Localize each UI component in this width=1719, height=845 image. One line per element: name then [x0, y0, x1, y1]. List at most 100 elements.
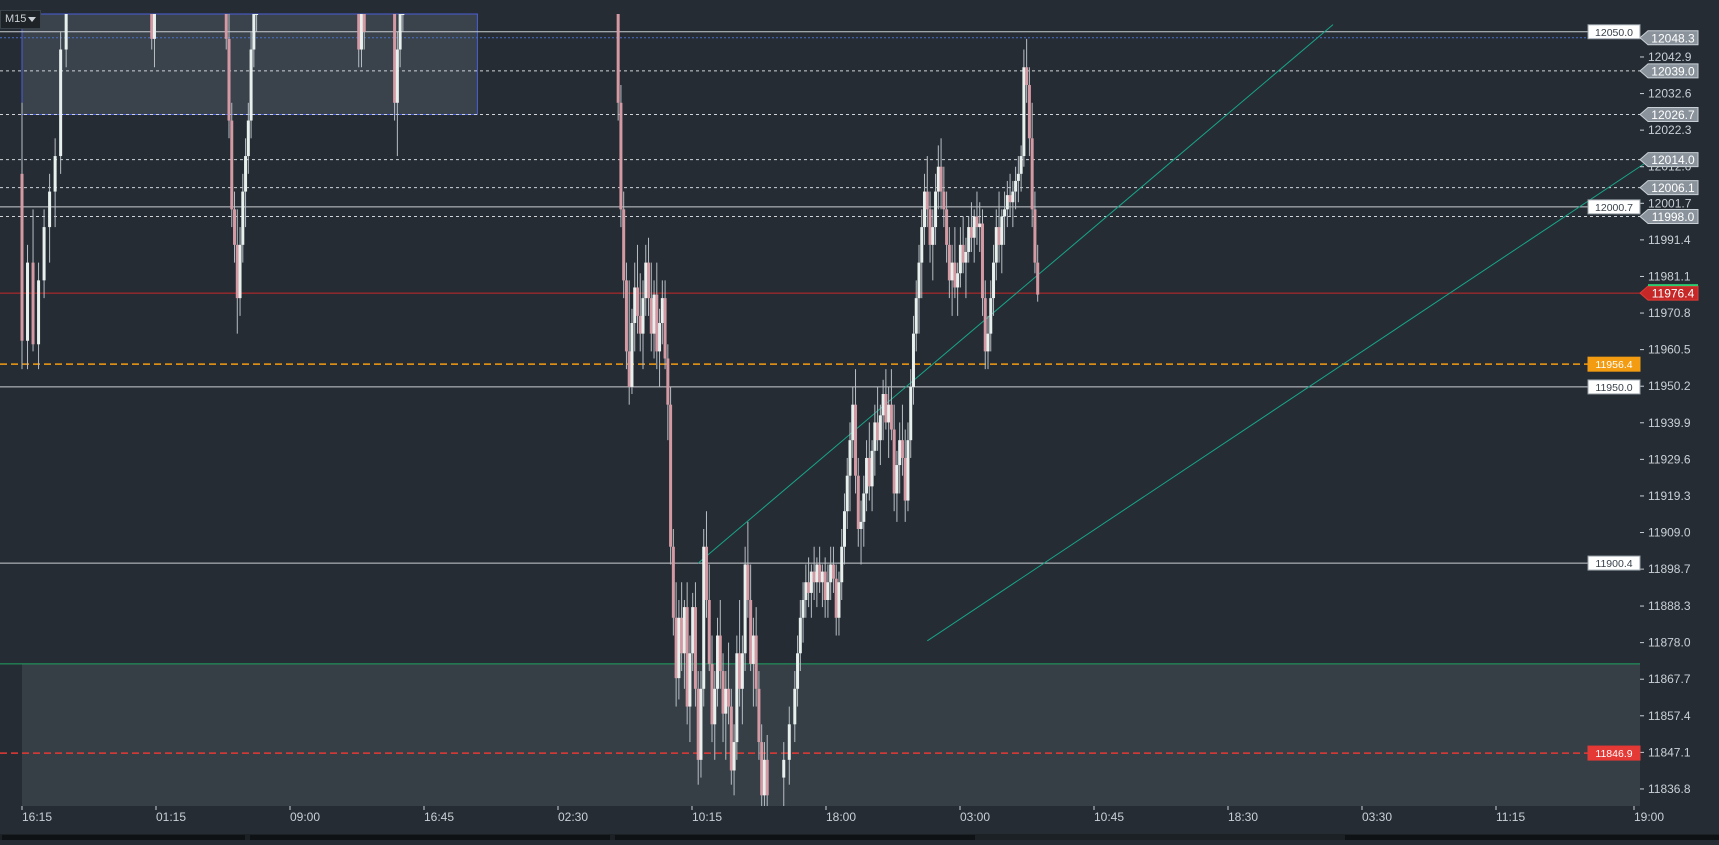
x-tick-label: 02:30 — [558, 810, 588, 824]
scrollbar-segment[interactable] — [2, 835, 245, 840]
candle-body — [765, 759, 769, 796]
candle-body — [255, 14, 259, 15]
candle-body — [826, 582, 830, 601]
candle-body — [851, 404, 855, 441]
level-label: 11950.0 — [1595, 382, 1632, 394]
scrollbar-segment[interactable] — [1345, 835, 1719, 840]
candle-body — [950, 262, 954, 281]
candle-body — [906, 440, 910, 501]
candle-body — [233, 209, 237, 245]
candle-body — [1027, 85, 1031, 139]
chevron-down-icon — [28, 17, 37, 22]
scrollbar-segment[interactable] — [615, 835, 975, 840]
candle-body — [735, 653, 739, 743]
candle-body — [644, 262, 648, 299]
candle-body — [934, 191, 938, 228]
price-tag-label: 12039.0 — [1651, 64, 1695, 78]
candle-body — [249, 49, 253, 121]
candle-body — [1022, 67, 1026, 157]
candle-body — [649, 298, 653, 334]
candle-body — [398, 14, 402, 50]
candle-body — [953, 262, 957, 288]
level-label: 12000.7 — [1595, 202, 1633, 214]
price-tag-label: 12006.1 — [1651, 181, 1695, 195]
candle-body — [677, 617, 681, 679]
candle-body — [702, 546, 706, 689]
level-label-box — [1587, 745, 1641, 761]
x-tick-label: 16:45 — [424, 810, 454, 824]
price-tag — [1639, 107, 1699, 123]
y-tick-label: 11878.0 — [1648, 636, 1691, 650]
x-tick-label: 09:00 — [290, 810, 320, 824]
zones-layer — [21, 13, 1640, 806]
candle-body — [840, 546, 844, 583]
candle-body — [939, 166, 943, 192]
level-label-box — [1587, 24, 1641, 40]
timeframe-selector[interactable]: M15 — [0, 10, 42, 29]
candle-body — [401, 14, 405, 15]
candle-body — [956, 273, 960, 288]
candle-body — [796, 653, 800, 689]
candle-body — [252, 14, 256, 50]
candle-body — [842, 511, 846, 547]
candle-body — [887, 404, 891, 423]
y-tick-label: 11970.8 — [1648, 306, 1691, 320]
candle-body — [42, 227, 46, 281]
candle-body — [923, 191, 927, 228]
candle-body — [994, 227, 998, 263]
candle-body — [224, 14, 228, 39]
candle-body — [958, 244, 962, 274]
candle-body — [928, 209, 932, 245]
candle-body — [986, 333, 990, 352]
candle-body — [815, 564, 819, 583]
candles-layer — [20, 14, 1040, 806]
candle-body — [975, 216, 979, 228]
candle-body — [992, 262, 996, 299]
candle-body — [359, 14, 363, 50]
price-tag-label: 11998.0 — [1652, 210, 1695, 224]
candle-body — [867, 457, 871, 487]
price-tag — [1639, 208, 1699, 224]
candle-body — [669, 404, 673, 547]
candle-body — [917, 262, 921, 299]
candle-body — [936, 166, 940, 192]
candle-body — [655, 294, 659, 352]
y-tick-label: 12022.3 — [1648, 123, 1692, 137]
candle-body — [693, 607, 697, 689]
candle-body — [64, 14, 68, 50]
scrollbar-segment[interactable] — [250, 835, 610, 840]
candle-body — [682, 607, 686, 654]
candle-body — [898, 440, 902, 466]
candle-body — [978, 223, 982, 228]
candle-body — [746, 564, 750, 601]
candle-body — [881, 394, 885, 416]
level-label-box — [1587, 356, 1641, 372]
y-tick-label: 11857.4 — [1648, 709, 1691, 723]
candle-body — [1014, 180, 1018, 192]
candle-body — [983, 298, 987, 352]
candle-body — [362, 14, 366, 32]
candle-body — [738, 653, 742, 689]
candle-body — [59, 49, 63, 157]
candle-body — [964, 251, 968, 263]
candle-body — [751, 635, 755, 664]
candle-body — [227, 38, 231, 121]
y-tick-label: 11929.6 — [1648, 452, 1691, 466]
candle-body — [961, 244, 965, 263]
y-axis: 12042.912032.612022.312012.012001.711991… — [1640, 50, 1692, 796]
candle-body — [732, 742, 736, 771]
candle-body — [635, 287, 639, 316]
candle-body — [980, 223, 984, 299]
candle-body — [793, 688, 797, 725]
candle-body — [671, 546, 675, 618]
candle-body — [782, 759, 786, 778]
price-tag-label: 12026.7 — [1651, 108, 1695, 122]
x-tick-label: 03:30 — [1362, 810, 1392, 824]
x-tick-label: 19:00 — [1634, 810, 1664, 824]
candle-body — [53, 156, 57, 192]
candle-body — [696, 688, 700, 760]
candle-body — [1005, 195, 1009, 210]
candle-body — [707, 600, 711, 664]
